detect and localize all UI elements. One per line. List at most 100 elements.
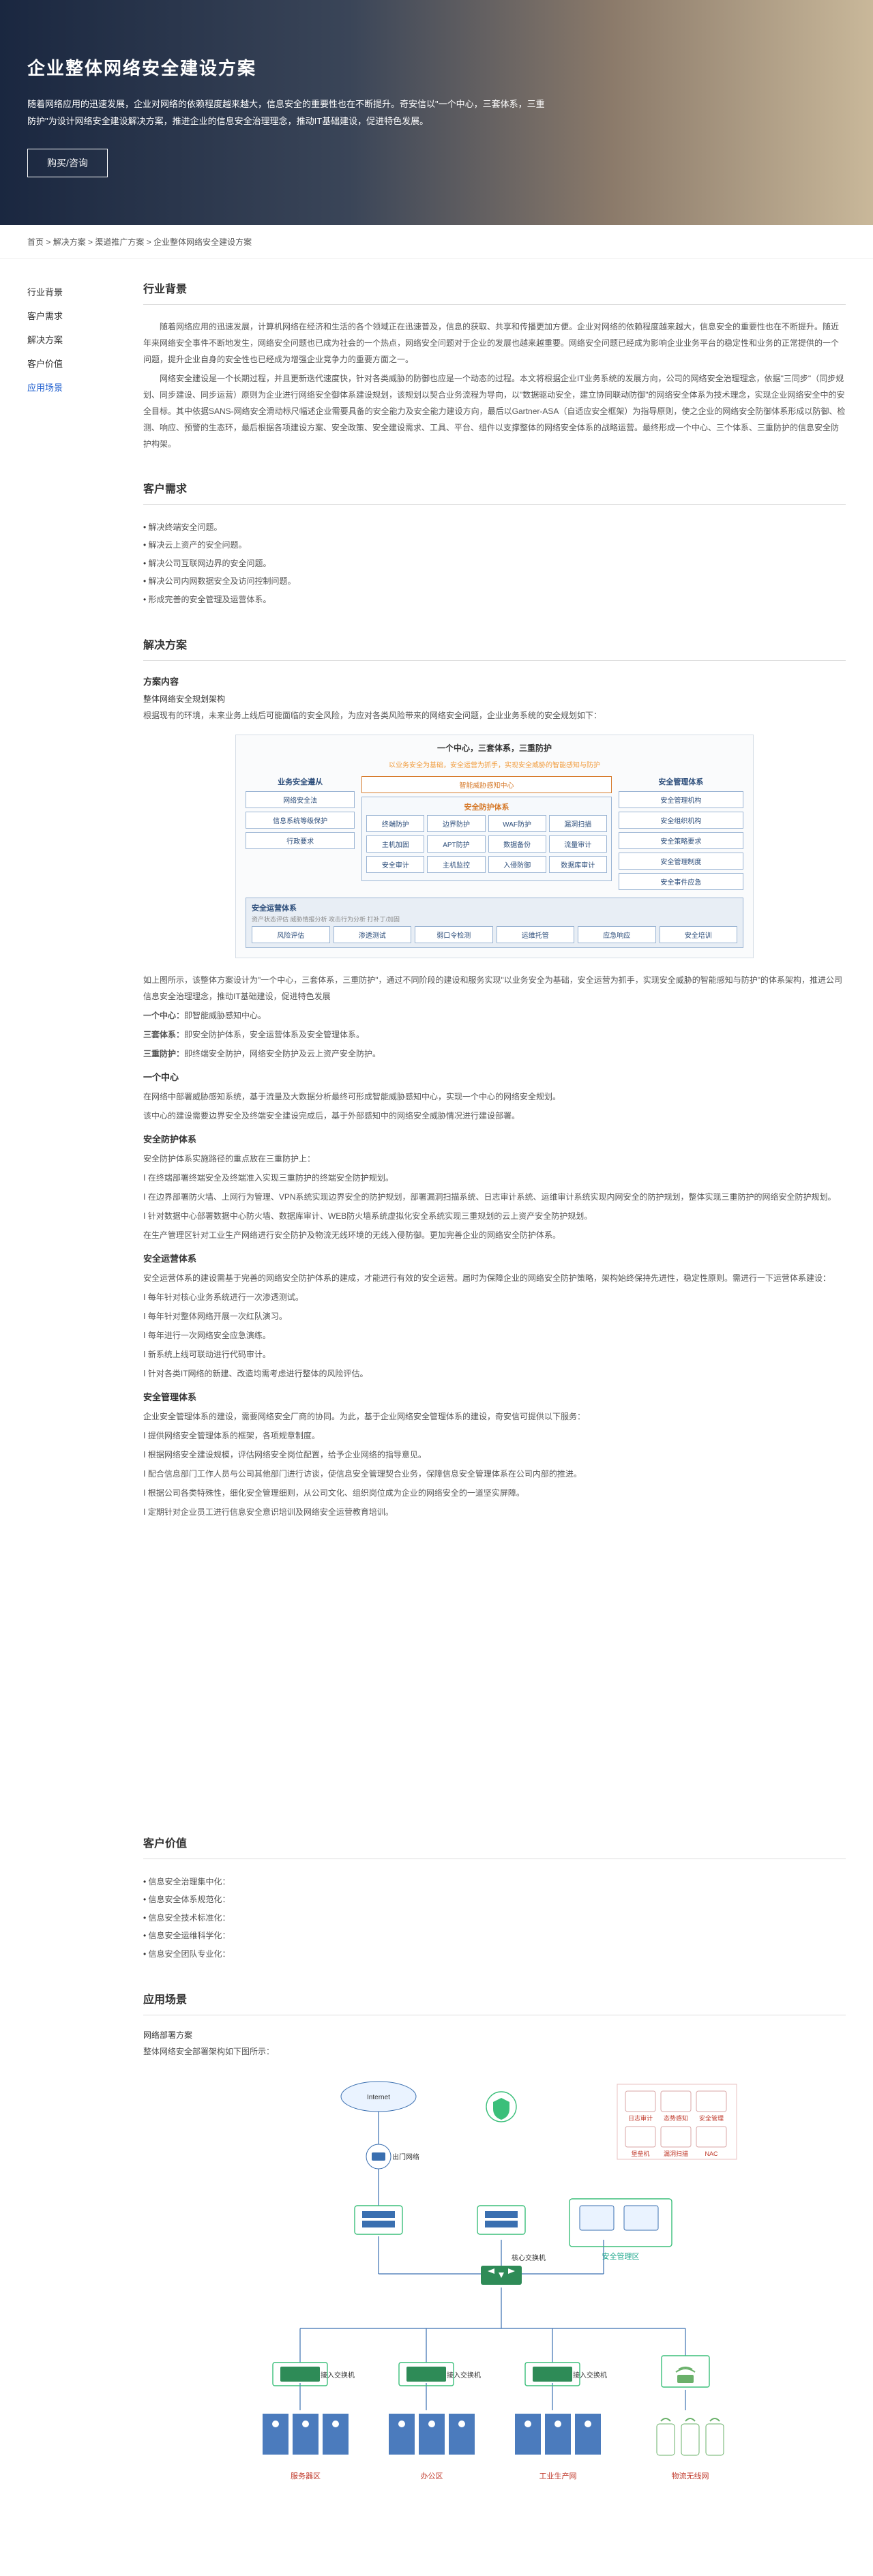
sol-ops-p: Ⅰ 每年针对核心业务系统进行一次渗透测试。 — [143, 1289, 846, 1305]
svg-text:服务器区: 服务器区 — [291, 2472, 321, 2481]
arch-m-cell: 漏洞扫描 — [549, 815, 607, 832]
arch-m-cell: 流量审计 — [549, 835, 607, 853]
hero-title: 企业整体网络安全建设方案 — [27, 55, 846, 80]
sol-fanghu-p: Ⅰ 在终端部署终端安全及终端准入实现三重防护的终端安全防护规划。 — [143, 1170, 846, 1186]
hero-desc: 随着网络应用的迅速发展，企业对网络的依赖程度越来越大，信息安全的重要性也在不断提… — [27, 96, 546, 130]
sol-mgmt-p: 企业安全管理体系的建设，需要网络安全厂商的协同。为此，基于企业网络安全管理体系的… — [143, 1408, 846, 1425]
arch-m-title: 安全防护体系 — [366, 801, 606, 812]
dg-gate: 出门网络 — [392, 2152, 419, 2161]
val-item: 信息安全运维科学化： — [143, 1927, 846, 1944]
sol-line-3: 三重防护：即终端安全防护，网络安全防护及云上资产安全防护。 — [143, 1046, 846, 1062]
svg-text:物流无线网: 物流无线网 — [672, 2471, 709, 2481]
sol-fanghu-p: Ⅰ 针对数据中心部署数据中心防火墙、数据库审计、WEB防火墙系统虚拟化安全系统实… — [143, 1208, 846, 1224]
arch-r-item: 安全组织机构 — [619, 812, 743, 829]
sol-line-1: 一个中心：即智能威胁感知中心。 — [143, 1007, 846, 1024]
side-item-val[interactable]: 客户价值 — [27, 351, 123, 375]
sol-guihua: 整体网络安全规划架构 — [143, 693, 846, 705]
section-scene: 应用场景 网络部署方案 整体网络安全部署架构如下图所示： — [143, 1990, 846, 2508]
sol-ops-p: Ⅰ 针对各类IT网络的新建、改造均需考虑进行整体的风险评估。 — [143, 1365, 846, 1382]
side-item-bg[interactable]: 行业背景 — [27, 280, 123, 304]
sol-mgmt-head: 安全管理体系 — [143, 1390, 846, 1403]
need-item: 解决公司内网数据安全及访问控制问题。 — [143, 572, 846, 590]
side-nav: 行业背景 客户需求 解决方案 客户价值 应用场景 — [27, 280, 123, 2535]
side-item-sol[interactable]: 解决方案 — [27, 327, 123, 351]
section-sol: 解决方案 方案内容 整体网络安全规划架构 根据现有的环境，未来业务上线后可能面临… — [143, 636, 846, 1520]
zone-office: 办公区 — [389, 2414, 475, 2481]
sol-fanghu-p: 在生产管理区针对工业生产网络进行安全防护及物流无线环境的无线入侵防御。更加完善企… — [143, 1227, 846, 1243]
arch-f-cell: 运维托管 — [497, 926, 575, 943]
section-need: 客户需求 解决终端安全问题。 解决云上资产的安全问题。 解决公司互联网边界的安全… — [143, 479, 846, 608]
section-bg: 行业背景 随着网络应用的迅速发展，计算机网络在经济和生活的各个领域正在迅速普及，… — [143, 280, 846, 452]
svg-text:接入交换机: 接入交换机 — [321, 2371, 355, 2380]
need-item: 解决云上资产的安全问题。 — [143, 536, 846, 554]
crumb-channel[interactable]: 渠道推广方案 — [95, 237, 144, 247]
sol-fanghu-p: Ⅰ 在边界部署防火墙、上网行为管理、VPN系统实现边界安全的防护规划，部署漏洞扫… — [143, 1189, 846, 1205]
arch-foot-title: 安全运营体系 — [252, 902, 737, 913]
arch-m-cell: 主机加固 — [366, 835, 424, 853]
sol-after-arch: 如上图所示，该整体方案设计为"一个中心，三套体系，三重防护"，通过不同阶段的建设… — [143, 972, 846, 1005]
sol-center-p: 在网络中部署威胁感知系统，基于流量及大数据分析最终可形成智能威胁感知中心，实现一… — [143, 1089, 846, 1105]
zone-wlan: 物流无线网 — [657, 2418, 724, 2481]
svg-text:接入交换机: 接入交换机 — [447, 2371, 481, 2380]
sol-center-p: 该中心的建设需要边界安全及终端安全建设完成后，基于外部感知中的网络安全威胁情况进… — [143, 1108, 846, 1124]
sol-mgmt-p: Ⅰ 配合信息部门工作人员与公司其他部门进行访谈，使信息安全管理契合业务，保障信息… — [143, 1466, 846, 1482]
sol-guihua-desc: 根据现有的环境，未来业务上线后可能面临的安全风险，为应对各类风险带来的网络安全问… — [143, 707, 846, 724]
crumb-home[interactable]: 首页 — [27, 237, 44, 247]
arch-m-cell: APT防护 — [427, 835, 485, 853]
side-item-scene[interactable]: 应用场景 — [27, 375, 123, 399]
arch-f-cell: 渗透测试 — [334, 926, 412, 943]
scene-sub: 网络部署方案 — [143, 2029, 846, 2041]
val-item: 信息安全团队专业化： — [143, 1945, 846, 1963]
arch-l-item: 信息系统等级保护 — [246, 812, 355, 829]
section-val: 客户价值 信息安全治理集中化： 信息安全体系规范化： 信息安全技术标准化： 信息… — [143, 1834, 846, 1963]
deploy-diagram: Internet 日志审计 态势感知 — [235, 2069, 754, 2508]
arch-m-cell: 终端防护 — [366, 815, 424, 832]
arch-f-cell: 弱口令检测 — [415, 926, 493, 943]
shield-icon — [486, 2092, 516, 2122]
svg-text:办公区: 办公区 — [421, 2472, 443, 2481]
scene-title: 应用场景 — [143, 1990, 846, 2015]
sol-mgmt-p: Ⅰ 根据公司各类特殊性，细化安全管理细则，从公司文化、组织岗位成为企业的网络安全… — [143, 1485, 846, 1501]
dg-mgmt: 安全管理区 — [602, 2251, 640, 2261]
access-switch-3: 接入交换机 — [525, 2363, 607, 2386]
dg-internet: Internet — [367, 2094, 390, 2101]
svg-text:NAC: NAC — [705, 2150, 718, 2157]
arch-foot-sub: 资产状态评估 威胁情报分析 攻击行为分析 打补丁/加固 — [252, 915, 737, 923]
svg-text:漏洞扫描: 漏洞扫描 — [664, 2150, 688, 2157]
hero: 企业整体网络安全建设方案 随着网络应用的迅速发展，企业对网络的依赖程度越来越大，… — [0, 0, 873, 225]
sol-ops-p: 安全运营体系的建设需基于完善的网络安全防护体系的建成，才能进行有效的安全运营。届… — [143, 1270, 846, 1286]
need-item: 形成完善的安全管理及运营体系。 — [143, 591, 846, 608]
need-item: 解决公司互联网边界的安全问题。 — [143, 554, 846, 572]
crumb-sol[interactable]: 解决方案 — [53, 237, 86, 247]
crumb-current: 企业整体网络安全建设方案 — [153, 237, 252, 247]
sol-title: 解决方案 — [143, 636, 846, 661]
sol-ops-p: Ⅰ 每年针对整体网络开展一次红队演习。 — [143, 1308, 846, 1324]
sol-fanghu-head: 安全防护体系 — [143, 1132, 846, 1145]
svg-text:接入交换机: 接入交换机 — [573, 2371, 607, 2380]
sol-mgmt-p: Ⅰ 提供网络安全管理体系的框架，各项规章制度。 — [143, 1427, 846, 1444]
svg-text:堡垒机: 堡垒机 — [631, 2150, 649, 2157]
scene-desc: 整体网络安全部署架构如下图所示： — [143, 2043, 846, 2060]
arch-m-cell: 数据库审计 — [549, 856, 607, 873]
sol-mgmt-p: Ⅰ 根据网络安全建设规模，评估网络安全岗位配置，给予企业网络的指导意见。 — [143, 1447, 846, 1463]
arch-center-block: 安全防护体系 终端防护 边界防护 WAF防护 漏洞扫描 主机加固 APT防护 数… — [361, 797, 611, 881]
arch-foot: 安全运营体系 资产状态评估 威胁情报分析 攻击行为分析 打补丁/加固 风险评估 … — [246, 898, 743, 948]
sol-fangan: 方案内容 — [143, 675, 846, 687]
sol-ops-p: Ⅰ 新系统上线可联动进行代码审计。 — [143, 1346, 846, 1363]
arch-f-cell: 安全培训 — [660, 926, 738, 943]
access-switch-2: 接入交换机 — [399, 2363, 481, 2386]
access-switch-1: 接入交换机 — [273, 2363, 355, 2386]
arch-m-cell: 安全审计 — [366, 856, 424, 873]
zone-servers: 服务器区 — [263, 2414, 349, 2481]
sol-ops-head: 安全运营体系 — [143, 1252, 846, 1264]
side-item-need[interactable]: 客户需求 — [27, 304, 123, 327]
cloud-icons-group: 日志审计 态势感知 安全管理 堡垒机 漏洞扫描 NAC — [617, 2084, 737, 2159]
arch-r-item: 安全策略要求 — [619, 832, 743, 849]
need-item: 解决终端安全问题。 — [143, 518, 846, 536]
buy-consult-button[interactable]: 购买/咨询 — [27, 149, 108, 177]
sol-ops-p: Ⅰ 每年进行一次网络安全应急演练。 — [143, 1327, 846, 1344]
val-item: 信息安全体系规范化： — [143, 1891, 846, 1908]
arch-m-cell: 入侵防御 — [488, 856, 546, 873]
breadcrumb: 首页 > 解决方案 > 渠道推广方案 > 企业整体网络安全建设方案 — [0, 225, 873, 259]
arch-r-item: 安全管理机构 — [619, 791, 743, 808]
